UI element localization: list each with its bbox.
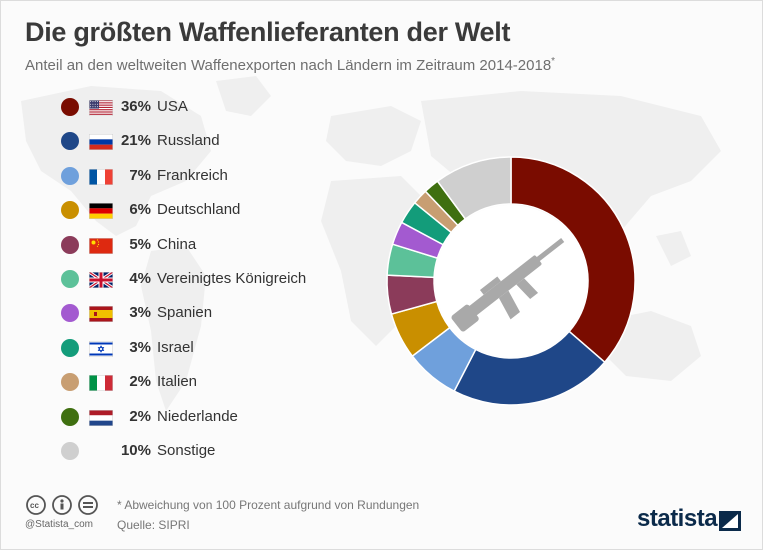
legend-value: 3%	[129, 304, 151, 322]
legend-value: 5%	[129, 235, 151, 253]
statista-logo-icon	[719, 511, 741, 531]
chart-title: Die größten Waffenlieferanten der Welt	[25, 17, 511, 47]
legend-item: 3% Spanien	[61, 303, 361, 325]
ru-flag-icon	[89, 134, 113, 151]
creative-commons-icons: cc	[26, 495, 98, 515]
legend-value: 2%	[129, 373, 151, 391]
gb-flag-icon	[89, 272, 113, 288]
legend-label: Israel	[157, 338, 194, 356]
legend-item: 7% Frankreich	[61, 166, 361, 188]
legend-color-dot	[61, 235, 79, 254]
legend-label: Deutschland	[157, 201, 241, 219]
legend-color-dot	[61, 442, 79, 460]
legend-value: 4%	[129, 270, 151, 287]
legend-color-dot	[61, 166, 79, 185]
legend-color-dot	[61, 98, 79, 116]
legend-color-dot	[61, 407, 79, 426]
legend-label: Frankreich	[157, 166, 228, 184]
legend-value: 36%	[120, 98, 151, 115]
legend-item: 2% Niederlande	[61, 407, 361, 429]
world-map-background	[21, 76, 721, 411]
es-flag-icon	[89, 306, 113, 323]
legend-label: Italien	[157, 373, 198, 391]
legend-value: 10%	[120, 442, 151, 459]
legend-item: 5% China	[61, 235, 361, 257]
donut-slice	[510, 156, 636, 364]
legend-color-dot	[61, 132, 79, 151]
legend-label: China	[157, 235, 197, 253]
statista-handle: @Statista_com	[25, 519, 93, 530]
legend-item: 36% USA	[61, 97, 361, 119]
by-icon	[52, 495, 72, 515]
donut-chart	[386, 156, 636, 406]
source: Quelle: SIPRI	[117, 518, 190, 532]
it-flag-icon	[89, 375, 113, 392]
de-flag-icon	[89, 203, 113, 220]
chart-subtitle: Anteil an den weltweiten Waffenexporten …	[25, 56, 555, 74]
legend-label: Sonstige	[157, 442, 216, 459]
legend-label: USA	[157, 98, 188, 115]
nd-icon	[78, 495, 98, 515]
donut-slice	[436, 156, 512, 221]
legend-value: 3%	[129, 338, 151, 356]
legend-color-dot	[61, 338, 79, 357]
legend-item: 4% Vereinigtes Königreich	[61, 269, 361, 291]
subtitle-footnote-mark: *	[551, 56, 556, 67]
footnote: * Abweichung von 100 Prozent aufgrund vo…	[117, 498, 420, 512]
legend-label: Niederlande	[157, 407, 238, 425]
statista-logo[interactable]: statista	[637, 505, 718, 532]
legend-value: 21%	[120, 132, 151, 150]
legend-item: 10% Sonstige	[61, 441, 361, 463]
svg-text:cc: cc	[30, 501, 39, 510]
rifle-icon	[451, 238, 565, 332]
legend-item: 3% Israel	[61, 338, 361, 360]
fr-flag-icon	[89, 168, 113, 185]
legend-value: 6%	[129, 201, 151, 219]
legend-item: 6% Deutschland	[61, 200, 361, 222]
legend-label: Vereinigtes Königreich	[157, 270, 307, 287]
il-flag-icon	[89, 340, 113, 357]
legend-color-dot	[61, 201, 79, 220]
legend-color-dot	[61, 304, 79, 323]
legend-item: 2% Italien	[61, 372, 361, 394]
subtitle-text: Anteil an den weltweiten Waffenexporten …	[25, 57, 552, 74]
legend-item: 21% Russland	[61, 131, 361, 153]
cn-flag-icon	[89, 237, 113, 254]
nl-flag-icon	[89, 409, 113, 426]
legend-value: 7%	[129, 166, 151, 184]
us-flag-icon	[89, 100, 113, 116]
cc-icon	[26, 495, 46, 515]
legend-color-dot	[61, 373, 79, 392]
legend-color-dot	[61, 270, 79, 288]
legend-label: Spanien	[157, 304, 213, 322]
legend-value: 2%	[129, 407, 151, 425]
legend-label: Russland	[157, 132, 220, 150]
